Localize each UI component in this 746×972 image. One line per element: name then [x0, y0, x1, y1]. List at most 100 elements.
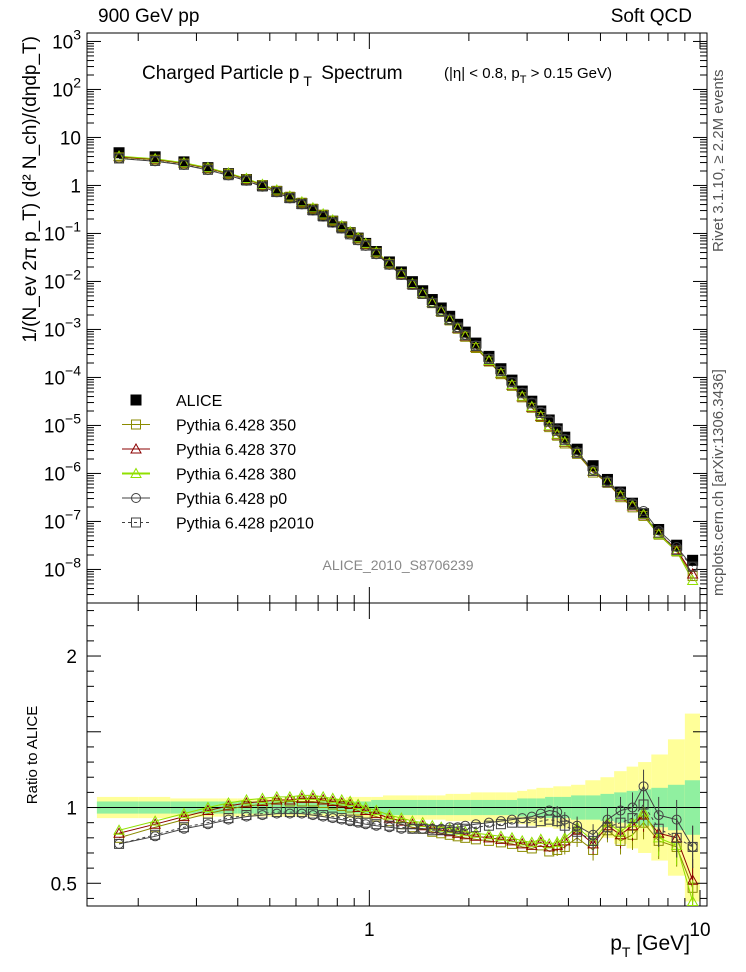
y-tick-label: 10−8 — [44, 554, 81, 581]
main-series-marker — [344, 225, 357, 237]
ratio-series-marker — [271, 807, 282, 818]
ratio-series-marker — [627, 813, 638, 824]
ratio-series-marker — [435, 821, 448, 832]
ratio-series-marker — [395, 812, 408, 823]
ratio-series-marker — [396, 822, 407, 833]
main-series-line — [119, 156, 694, 577]
alice-data-point — [417, 285, 429, 297]
ratio-series-marker — [202, 817, 213, 828]
ratio-series-marker — [452, 823, 463, 834]
main-series-marker — [396, 269, 407, 280]
main-series-marker — [257, 181, 268, 192]
main-series-marker — [483, 354, 495, 365]
y-tick-label: 10−3 — [44, 314, 81, 341]
main-series-marker — [296, 199, 307, 210]
y-tick-label: 103 — [52, 26, 81, 53]
legend-marker — [131, 493, 141, 503]
main-series-marker — [426, 296, 439, 307]
main-series-marker — [653, 527, 664, 538]
ratio-series-marker — [588, 835, 599, 846]
chart-subtitle: (|η| < 0.8, pT > 0.15 GeV) — [444, 65, 612, 86]
main-series-marker — [352, 231, 364, 243]
main-series-marker — [506, 378, 518, 390]
alice-data-point — [240, 174, 252, 186]
main-series-marker — [383, 256, 396, 268]
alice-data-point — [344, 227, 356, 239]
alice-data-point — [406, 276, 418, 288]
alice-data-point — [360, 237, 372, 249]
main-series-marker — [407, 279, 418, 290]
main-series-line — [119, 156, 694, 575]
ratio-series-marker — [416, 816, 429, 828]
x-tick-label: 10 — [689, 920, 710, 941]
legend-entry-label: Pythia 6.428 380 — [176, 467, 296, 484]
main-series-marker — [345, 229, 356, 240]
alice-data-point — [352, 232, 364, 244]
main-series-marker — [202, 164, 213, 175]
ratio-series-marker — [344, 795, 357, 806]
ratio-tick-label: 2 — [66, 647, 77, 668]
ratio-series-marker — [371, 819, 382, 830]
alice-data-point — [271, 185, 283, 197]
main-series-marker — [371, 248, 382, 259]
x-tick-label: 1 — [364, 920, 375, 941]
main-series-marker — [335, 219, 348, 231]
ratio-series-marker — [256, 792, 269, 803]
ratio-series-marker — [202, 804, 214, 816]
alice-data-point — [202, 162, 214, 174]
legend-entry-label: Pythia 6.428 370 — [176, 442, 296, 459]
alice-data-point — [601, 473, 613, 485]
ratio-series-marker — [352, 801, 364, 813]
y-tick-label: 10−5 — [44, 410, 81, 437]
ratio-series-marker — [544, 814, 555, 825]
main-series-marker — [544, 416, 555, 427]
ratio-tick-label: 0.5 — [51, 874, 77, 895]
y-axis-label: 1/(N_ev 2π p_T) (d² N_ch)/(dηdp_T) — [20, 36, 41, 343]
main-series-marker — [241, 175, 252, 186]
ratio-series-marker — [686, 895, 699, 906]
ratio-series-marker — [526, 817, 537, 828]
ratio-series-marker — [359, 804, 372, 816]
alice-data-point — [296, 198, 308, 210]
main-series-marker — [435, 304, 448, 316]
ratio-series-marker — [459, 825, 472, 837]
ratio-series-marker — [417, 823, 428, 834]
main-series-marker — [427, 297, 438, 308]
ratio-series-marker — [223, 813, 234, 824]
alice-data-point — [336, 221, 348, 233]
ratio-series-marker — [336, 813, 347, 824]
legend-marker — [131, 419, 141, 430]
rivet-version-label: Rivet 3.1.10, ≥ 2.2M events — [710, 69, 727, 253]
ratio-series-marker — [359, 801, 372, 813]
legend-entry-label: ALICE — [176, 393, 222, 410]
main-series-marker — [284, 190, 296, 201]
ratio-series-marker — [113, 824, 125, 835]
main-series-marker — [637, 508, 650, 519]
main-series-marker — [360, 240, 371, 251]
main-series-marker — [452, 322, 463, 333]
main-series-marker — [417, 288, 428, 299]
main-series-marker — [559, 434, 570, 445]
alice-data-point — [222, 168, 234, 180]
main-series-marker — [222, 167, 235, 178]
ratio-series-marker — [460, 823, 471, 834]
ratio-series-marker — [335, 796, 348, 808]
ratio-series-marker — [535, 816, 546, 827]
main-series-marker — [506, 377, 517, 388]
ratio-series-marker — [270, 793, 283, 805]
main-series-marker — [353, 235, 364, 246]
alice-data-point — [317, 209, 329, 221]
main-series-marker — [307, 201, 319, 213]
alice-data-point — [327, 215, 339, 227]
main-series-marker — [686, 574, 699, 585]
main-series-marker — [295, 195, 308, 207]
ratio-series-marker — [318, 810, 329, 821]
ratio-series-marker — [602, 822, 613, 833]
main-series-marker — [202, 161, 214, 173]
main-series-marker — [436, 306, 447, 317]
main-series-marker — [271, 187, 282, 198]
alice-data-point — [426, 294, 438, 306]
ratio-series-marker — [295, 789, 308, 800]
analysis-watermark: ALICE_2010_S8706239 — [322, 557, 473, 573]
